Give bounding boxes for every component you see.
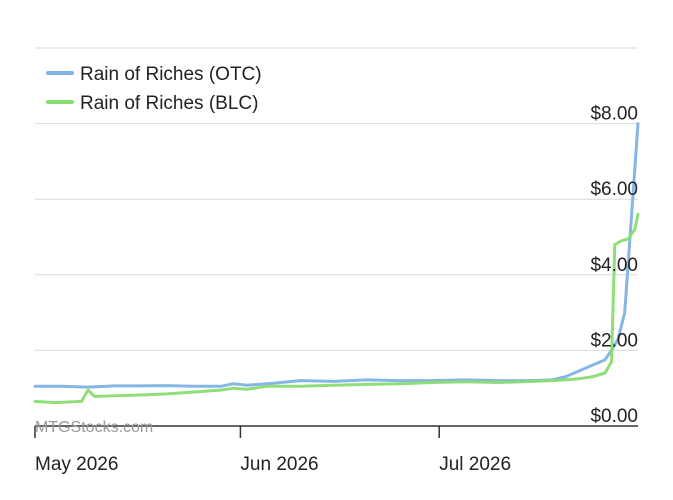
series-line-otc[interactable] <box>33 122 640 389</box>
legend-item-blc[interactable]: Rain of Riches (BLC) <box>46 93 258 114</box>
y-tick-label: $8.00 <box>590 104 638 125</box>
legend-label: Rain of Riches (BLC) <box>80 93 258 114</box>
legend-label: Rain of Riches (OTC) <box>80 64 262 85</box>
x-tick-label: Jun 2026 <box>240 454 318 475</box>
legend[interactable]: Rain of Riches (OTC) Rain of Riches (BLC) <box>46 64 262 114</box>
x-tick-label: May 2026 <box>35 454 118 475</box>
x-tick-label: Jul 2026 <box>439 454 511 475</box>
series-lines <box>33 122 640 405</box>
grid-lines <box>35 47 638 351</box>
y-tick-label: $6.00 <box>590 179 638 200</box>
y-tick-label: $2.00 <box>590 330 638 351</box>
y-axis-ticks: $0.00 $2.00 $4.00 $6.00 $8.00 <box>590 104 638 427</box>
x-axis: May 2026 Jun 2026 Jul 2026 <box>34 425 638 475</box>
watermark: MTGStocks.com <box>35 419 153 436</box>
y-tick-label: $4.00 <box>590 255 638 276</box>
legend-item-otc[interactable]: Rain of Riches (OTC) <box>46 64 262 85</box>
series-line-blc[interactable] <box>33 212 640 405</box>
y-tick-label: $0.00 <box>590 406 638 427</box>
